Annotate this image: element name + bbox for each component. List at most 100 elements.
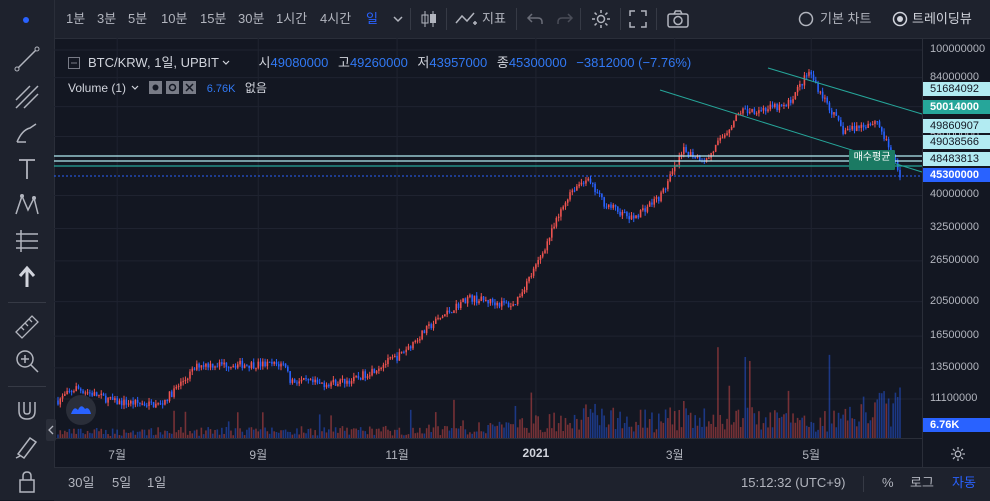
candle-body: [601, 193, 603, 198]
volume-bar: [739, 427, 742, 438]
symbol-title[interactable]: BTC/KRW, 1일, UPBIT: [88, 55, 219, 70]
range-30d[interactable]: 30일: [68, 475, 95, 490]
volume-bar: [510, 424, 512, 438]
candle-body: [632, 215, 635, 219]
candle-body: [760, 110, 762, 112]
interval-15m[interactable]: 15분: [200, 11, 227, 26]
volume-bar: [585, 404, 587, 438]
candle-body: [79, 388, 82, 391]
interval-5m[interactable]: 5분: [128, 11, 148, 26]
symbol-chevron-icon[interactable]: [221, 58, 231, 68]
volume-bar: [334, 427, 337, 438]
trend-line-icon[interactable]: [12, 44, 42, 74]
volume-bar: [444, 425, 446, 438]
tradingview-option[interactable]: 트레이딩뷰: [912, 11, 972, 26]
volume-bar: [173, 410, 175, 438]
volume-bar: [498, 421, 501, 438]
auto-toggle[interactable]: 자동: [952, 475, 976, 490]
radio-unchecked-icon[interactable]: [798, 11, 814, 27]
candle-body: [835, 112, 838, 116]
candle-body: [687, 151, 690, 157]
volume-bar: [378, 428, 380, 438]
ruler-icon[interactable]: [12, 310, 42, 340]
indicators-icon[interactable]: [454, 9, 480, 29]
lock-icon[interactable]: [12, 466, 42, 496]
indicators-button[interactable]: 지표: [482, 11, 506, 26]
volume-bar: [68, 428, 71, 438]
candle-body: [771, 104, 774, 108]
zoom-in-icon[interactable]: [12, 346, 42, 376]
volume-bar: [519, 419, 521, 438]
candle-body: [394, 355, 396, 358]
time-axis-label: 9월: [249, 448, 268, 462]
volume-bar: [177, 429, 180, 438]
basic-chart-option[interactable]: 기본 차트: [820, 11, 872, 26]
volume-bar: [93, 429, 96, 438]
collapse-legend-icon[interactable]: [68, 57, 80, 69]
volume-bar: [116, 429, 118, 438]
prediction-icon[interactable]: [12, 226, 42, 256]
volume-bar: [571, 428, 574, 438]
volume-title[interactable]: Volume (1): [68, 81, 127, 95]
candle-body: [280, 363, 282, 367]
range-5d[interactable]: 5일: [112, 475, 132, 490]
text-icon[interactable]: [12, 154, 42, 184]
trend-channel-upper[interactable]: [767, 67, 923, 115]
camera-icon[interactable]: [666, 9, 690, 29]
chevron-down-icon[interactable]: [391, 12, 405, 26]
candle-body: [880, 127, 883, 132]
volume-bar: [321, 431, 323, 438]
lock-drawing-icon[interactable]: [12, 430, 42, 460]
volume-bar: [628, 426, 630, 438]
interval-3m[interactable]: 3분: [97, 11, 117, 26]
volume-bar: [459, 425, 462, 438]
interval-10m[interactable]: 10분: [161, 11, 188, 26]
magnet-icon[interactable]: [12, 394, 42, 424]
candle-body: [626, 212, 628, 217]
volume-bar: [157, 427, 159, 438]
pitchfork-icon[interactable]: [12, 82, 42, 112]
interval-1m[interactable]: 1분: [66, 11, 86, 26]
candle-body: [644, 208, 646, 212]
axis-settings-icon[interactable]: [950, 446, 966, 462]
volume-bar: [564, 418, 567, 438]
volume-bar: [799, 420, 801, 438]
redo-icon[interactable]: [556, 11, 574, 27]
candle-body: [764, 107, 767, 112]
pattern-icon[interactable]: [12, 190, 42, 220]
volume-chevron-icon[interactable]: [130, 83, 140, 93]
volume-bar: [257, 431, 260, 438]
price-axis-label: 11100000: [930, 392, 978, 404]
volume-controls-icon[interactable]: [149, 81, 199, 94]
interval-1d[interactable]: 일: [366, 11, 378, 26]
candles-icon[interactable]: [418, 8, 440, 30]
interval-1h[interactable]: 1시간: [276, 11, 308, 26]
volume-bar: [778, 417, 781, 438]
interval-30m[interactable]: 30분: [238, 11, 265, 26]
candle-body: [701, 160, 703, 162]
arrow-up-icon[interactable]: [12, 262, 42, 292]
undo-icon[interactable]: [526, 11, 544, 27]
volume-bar: [587, 416, 590, 438]
fullscreen-icon[interactable]: [628, 9, 648, 29]
volume-bar: [555, 431, 558, 438]
brush-icon[interactable]: [12, 118, 42, 148]
volume-bar: [346, 427, 348, 438]
candle-body: [396, 355, 398, 361]
candle-body: [382, 364, 385, 368]
gear-icon[interactable]: [590, 8, 612, 30]
volume-bar: [621, 428, 624, 438]
percent-toggle[interactable]: %: [882, 475, 894, 490]
candle-body: [312, 379, 314, 383]
interval-4h[interactable]: 4시간: [320, 11, 352, 26]
crosshair-dot-icon[interactable]: [21, 15, 31, 25]
candle-body: [755, 113, 758, 115]
range-1d[interactable]: 1일: [147, 475, 167, 490]
volume-bar: [236, 412, 239, 438]
clock-time[interactable]: 15:12:32 (UTC+9): [741, 475, 846, 490]
log-toggle[interactable]: 로그: [910, 475, 934, 490]
candle-body: [787, 99, 790, 107]
radio-checked-icon[interactable]: [892, 11, 908, 27]
collapse-toolbar-button[interactable]: [46, 419, 56, 441]
